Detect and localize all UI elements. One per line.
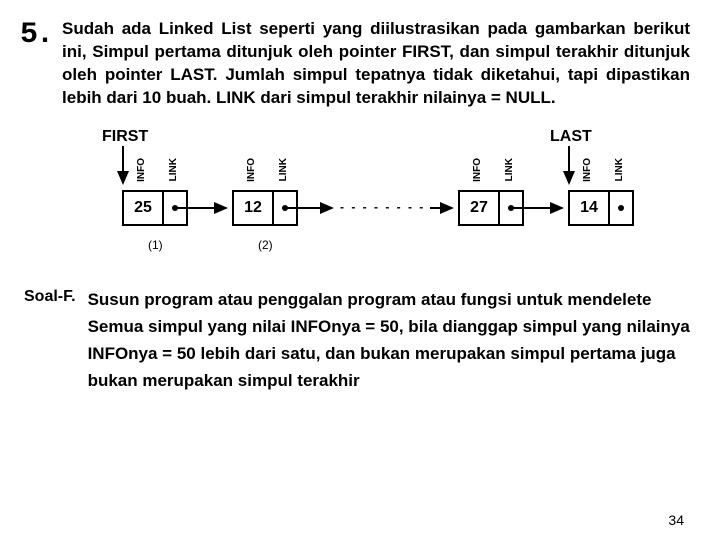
linked-list-diagram: FIRST LAST INFO LINK INFO LINK INFO LINK…	[40, 128, 700, 278]
arrows	[40, 128, 700, 278]
soal-label: Soal-F.	[24, 286, 76, 395]
page-number: 34	[668, 512, 684, 528]
soal-text: Susun program atau penggalan program ata…	[88, 286, 690, 395]
problem-text: Sudah ada Linked List seperti yang diilu…	[62, 18, 690, 110]
question-number: 5.	[20, 20, 52, 50]
